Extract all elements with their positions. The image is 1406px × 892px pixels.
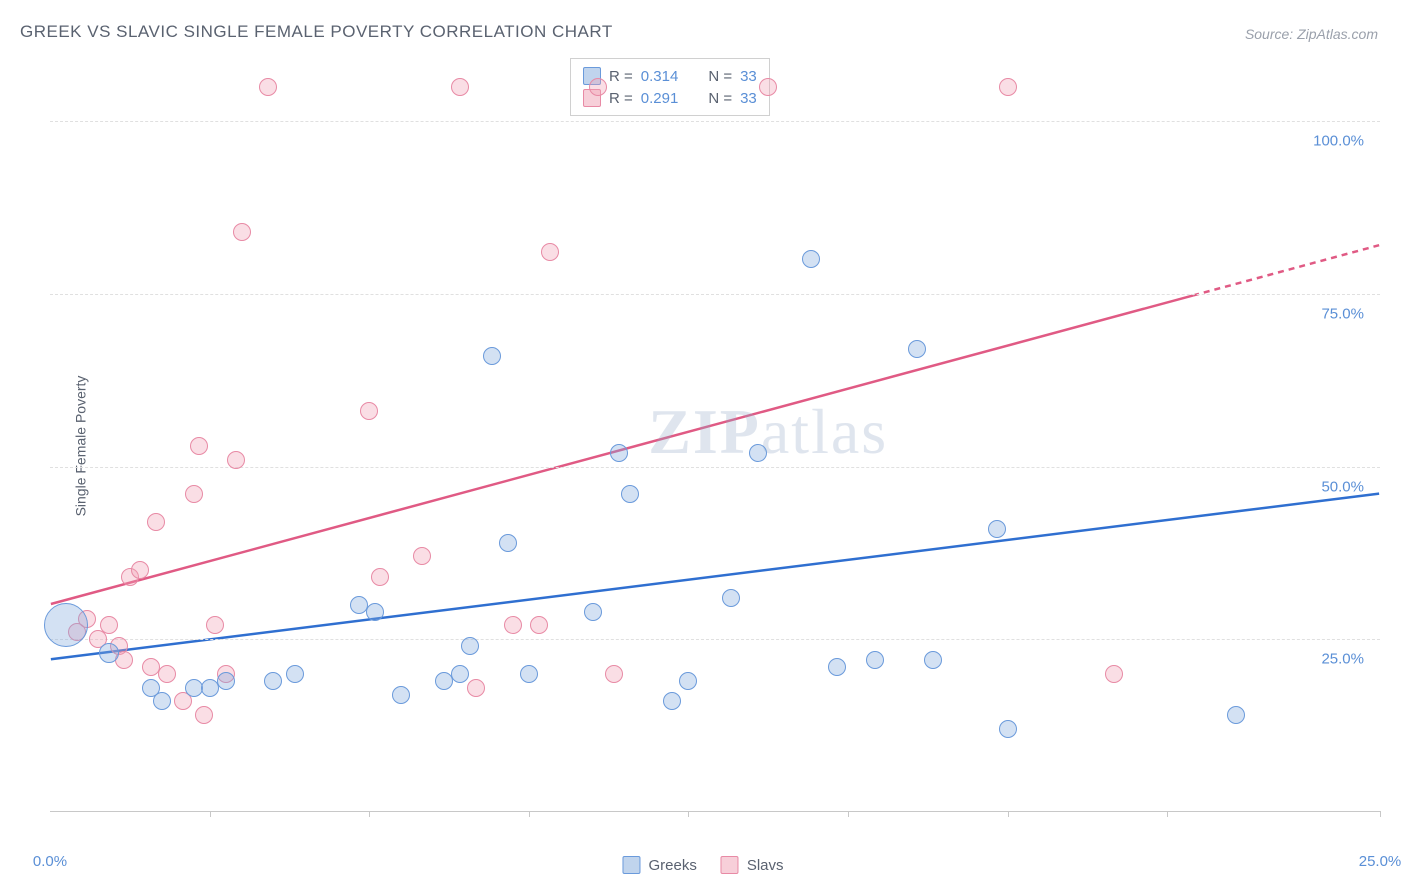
x-tick <box>688 811 689 817</box>
data-point <box>451 78 469 96</box>
data-point <box>195 706 213 724</box>
watermark-bold: ZIP <box>648 396 761 467</box>
data-point <box>663 692 681 710</box>
data-point <box>1105 665 1123 683</box>
x-axis-label-right: 25.0% <box>1359 853 1402 870</box>
x-tick <box>1167 811 1168 817</box>
gridline-h <box>50 121 1380 122</box>
data-point <box>499 534 517 552</box>
gridline-h <box>50 639 1380 640</box>
y-tick-label: 25.0% <box>1321 651 1364 668</box>
data-point <box>206 616 224 634</box>
legend-row-slavs: R = 0.291 N = 33 <box>583 87 757 109</box>
data-point <box>259 78 277 96</box>
legend-r-prefix: R = <box>609 68 633 85</box>
data-point <box>828 658 846 676</box>
watermark: ZIPatlas <box>648 395 888 469</box>
data-point <box>483 347 501 365</box>
data-point <box>722 589 740 607</box>
legend-label-slavs: Slavs <box>747 857 784 874</box>
data-point <box>924 651 942 669</box>
data-point <box>520 665 538 683</box>
data-point <box>190 437 208 455</box>
data-point <box>360 402 378 420</box>
legend-greeks-n: 33 <box>740 68 757 85</box>
data-point <box>153 692 171 710</box>
chart-title: GREEK VS SLAVIC SINGLE FEMALE POVERTY CO… <box>20 22 613 42</box>
legend-greeks-r: 0.314 <box>641 68 679 85</box>
data-point <box>467 679 485 697</box>
legend-label-greeks: Greeks <box>648 857 696 874</box>
chart-plot-area: R = 0.314 N = 33 R = 0.291 N = 33 ZIPatl… <box>50 52 1380 812</box>
watermark-light: atlas <box>761 396 888 467</box>
data-point <box>584 603 602 621</box>
data-point <box>589 78 607 96</box>
data-point <box>802 250 820 268</box>
data-point <box>371 568 389 586</box>
data-point <box>866 651 884 669</box>
y-tick-label: 50.0% <box>1321 478 1364 495</box>
data-point <box>504 616 522 634</box>
data-point <box>99 643 119 663</box>
data-point <box>749 444 767 462</box>
data-point <box>541 243 559 261</box>
data-point <box>227 451 245 469</box>
x-axis-label-left: 0.0% <box>33 853 67 870</box>
data-point <box>217 672 235 690</box>
x-tick <box>848 811 849 817</box>
y-tick-label: 100.0% <box>1313 133 1364 150</box>
data-point <box>451 665 469 683</box>
data-point <box>621 485 639 503</box>
data-point <box>530 616 548 634</box>
data-point <box>605 665 623 683</box>
x-tick <box>1008 811 1009 817</box>
legend-swatch-pink-2 <box>721 856 739 874</box>
data-point <box>185 485 203 503</box>
x-tick <box>210 811 211 817</box>
data-point <box>988 520 1006 538</box>
data-point <box>392 686 410 704</box>
legend-item-greeks: Greeks <box>622 856 696 874</box>
x-tick <box>369 811 370 817</box>
legend-slavs-n: 33 <box>740 90 757 107</box>
series-legend: Greeks Slavs <box>622 856 783 874</box>
data-point <box>100 616 118 634</box>
legend-row-greeks: R = 0.314 N = 33 <box>583 65 757 87</box>
data-point <box>999 78 1017 96</box>
legend-r-prefix2: R = <box>609 90 633 107</box>
x-tick <box>529 811 530 817</box>
data-point <box>286 665 304 683</box>
data-point <box>413 547 431 565</box>
trend-lines-svg <box>50 52 1380 811</box>
data-point <box>999 720 1017 738</box>
data-point <box>1227 706 1245 724</box>
data-point <box>461 637 479 655</box>
source-label: Source: ZipAtlas.com <box>1245 26 1378 42</box>
y-tick-label: 75.0% <box>1321 305 1364 322</box>
data-point <box>908 340 926 358</box>
data-point <box>44 603 88 647</box>
legend-n-prefix: N = <box>708 68 732 85</box>
data-point <box>264 672 282 690</box>
legend-n-prefix2: N = <box>708 90 732 107</box>
data-point <box>131 561 149 579</box>
legend-slavs-r: 0.291 <box>641 90 679 107</box>
gridline-h <box>50 294 1380 295</box>
legend-item-slavs: Slavs <box>721 856 784 874</box>
data-point <box>610 444 628 462</box>
data-point <box>233 223 251 241</box>
data-point <box>679 672 697 690</box>
data-point <box>147 513 165 531</box>
gridline-h <box>50 467 1380 468</box>
data-point <box>366 603 384 621</box>
data-point <box>158 665 176 683</box>
legend-swatch-blue-2 <box>622 856 640 874</box>
x-tick <box>1380 811 1381 817</box>
data-point <box>759 78 777 96</box>
